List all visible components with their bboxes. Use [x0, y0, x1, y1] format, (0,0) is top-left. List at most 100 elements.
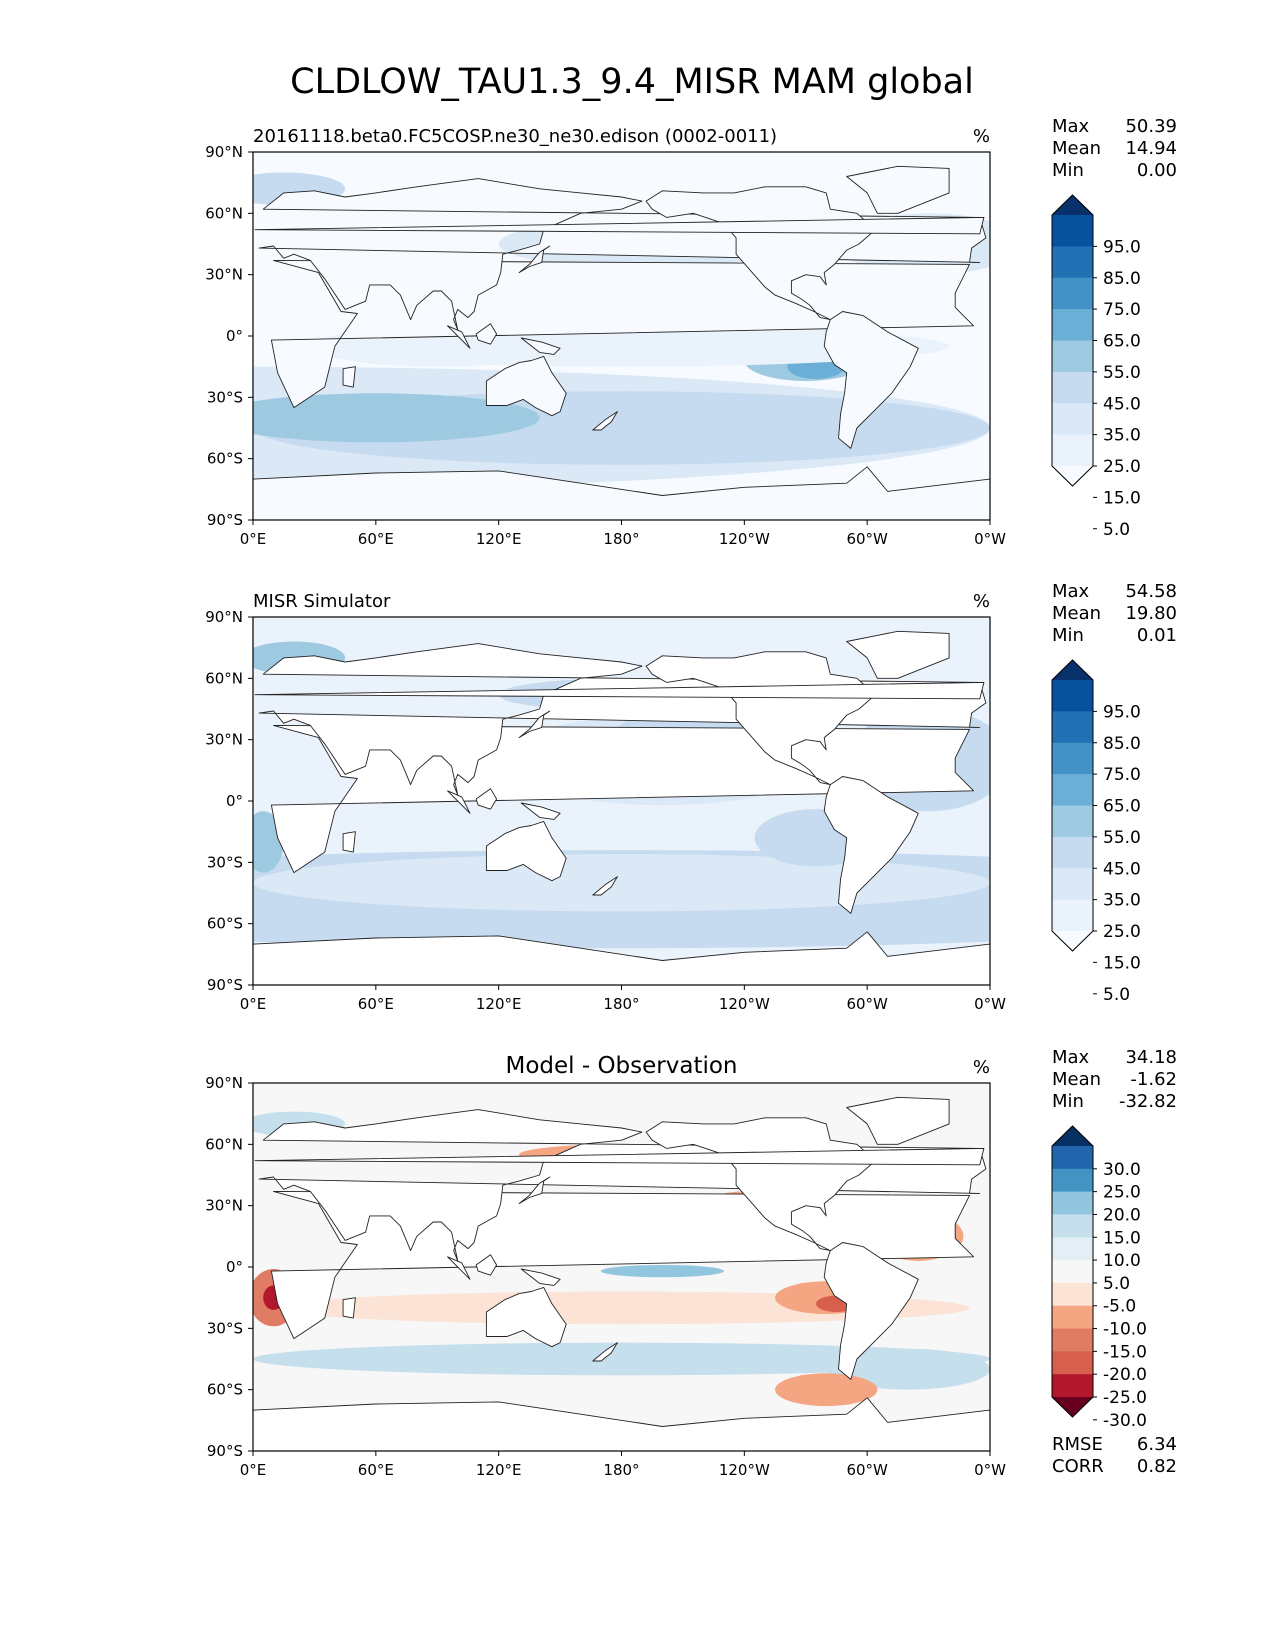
stat-label: Min [1052, 1091, 1084, 1112]
colorbar-swatch [1052, 371, 1093, 404]
y-tick-label: 30°S [207, 388, 243, 406]
colorbar-swatch [1052, 1214, 1093, 1238]
colorbar-swatch [1052, 805, 1093, 838]
coastline [475, 1254, 498, 1276]
y-tick-label: 60°S [207, 450, 243, 468]
x-tick-label: 180° [603, 995, 639, 1013]
x-tick-label: 120°E [476, 530, 522, 548]
colorbar-tick-label: 45.0 [1103, 859, 1141, 879]
stat-label: Max [1052, 1047, 1090, 1068]
x-tick-label: 180° [603, 1461, 639, 1479]
y-tick-label: 60°S [207, 915, 243, 933]
coastline [592, 1342, 618, 1362]
stat-label: Min [1052, 625, 1084, 646]
colorbar-swatch [1052, 680, 1093, 712]
map-area: 0°E 60°E 120°E 180° 120°W 60°W 0°W 90°N 60°N 30°N… [205, 1074, 1006, 1479]
panel-2: MISR Simulator % 0°E 60°E 120°E 180° 120°W 60°W… [205, 581, 1177, 1013]
colorbar-tick-label: 10.0 [1103, 1251, 1141, 1271]
colorbar-extend-top [1052, 195, 1093, 215]
y-tick-label: 30°S [207, 853, 243, 871]
stat-label: Max [1052, 116, 1090, 137]
stat-label: RMSE [1052, 1434, 1103, 1455]
map-area: 0°E 60°E 120°E 180° 120°W 60°W 0°W 90°N 60°N 30°N… [205, 143, 1006, 548]
y-tick-label: 30°S [207, 1319, 243, 1337]
colorbar-swatch [1052, 742, 1093, 775]
y-tick-label: 90°N [205, 1074, 243, 1092]
colorbar-extend-bottom [1052, 466, 1093, 486]
stat-label: Mean [1052, 138, 1101, 159]
x-tick-label: 120°E [476, 995, 522, 1013]
coastline [846, 630, 950, 679]
colorbar: 95.0 85.0 75.0 65.0 55.0 45.0 35.0 25.0 15.0 5.0 [1051, 194, 1141, 540]
colorbar-swatch [1052, 1146, 1093, 1170]
y-tick-label: 60°S [207, 1381, 243, 1399]
coastline [485, 1286, 567, 1348]
coastline [447, 325, 471, 349]
colorbar-swatch [1052, 215, 1093, 247]
colorbar: 30.0 25.020.0 15.0 10.0 5.0 -5.0 -10.0-15.0 -20… [1051, 1125, 1147, 1431]
coastline [846, 1096, 950, 1145]
colorbar-tick-label: 35.0 [1103, 426, 1141, 446]
coastline [342, 1297, 356, 1319]
x-tick-label: 120°W [719, 530, 770, 548]
colorbar-swatch [1052, 1305, 1093, 1330]
x-tick-label: 60°E [358, 530, 394, 548]
colorbar-extend-top [1052, 1126, 1093, 1146]
colorbar-tick-label: 55.0 [1103, 363, 1141, 383]
coastline [475, 323, 498, 345]
colorbar-tick-label: 30.0 [1103, 1160, 1141, 1180]
coastline [520, 802, 561, 820]
colorbar-tick-label: 20.0 [1103, 1205, 1141, 1225]
colorbar-tick-label: -10.0 [1103, 1320, 1147, 1340]
colorbar-swatch [1052, 868, 1093, 901]
colorbar-tick-label: -20.0 [1103, 1365, 1147, 1385]
y-tick-label: 90°S [207, 976, 243, 994]
units-label: % [973, 1057, 990, 1078]
coastline [253, 1397, 990, 1451]
stat-value: 54.58 [1125, 581, 1177, 602]
colorbar-tick-label: 65.0 [1103, 332, 1141, 352]
colorbar-tick-label: 95.0 [1103, 702, 1141, 722]
colorbar-tick-label: 5.0 [1103, 1274, 1130, 1294]
y-tick-label: 30°N [205, 266, 243, 284]
coastline [253, 466, 990, 520]
field-patch [826, 1348, 990, 1390]
colorbar-tick-label: 85.0 [1103, 734, 1141, 754]
colorbar-swatch [1052, 1282, 1093, 1307]
coastline [518, 710, 551, 739]
figure-title: CLDLOW_TAU1.3_9.4_MISR MAM global [290, 62, 974, 102]
colorbar-extend-bottom [1052, 931, 1093, 951]
colorbar-swatch [1052, 340, 1093, 373]
panel-title: Model - Observation [505, 1053, 737, 1079]
units-label: % [973, 591, 990, 612]
colorbar-swatch [1052, 1328, 1093, 1352]
coastline [823, 311, 919, 449]
stat-value: -32.82 [1119, 1091, 1177, 1112]
stat-value: 0.82 [1137, 1456, 1177, 1477]
colorbar-extend-bottom [1052, 1397, 1093, 1417]
stat-label: Mean [1052, 603, 1101, 624]
colorbar-swatch [1052, 899, 1093, 932]
x-tick-label: 0°E [240, 1461, 267, 1479]
colorbar-tick-label: 65.0 [1103, 797, 1141, 817]
coastline [342, 831, 356, 853]
field-patch [253, 854, 990, 912]
colorbar-tick-label: 85.0 [1103, 269, 1141, 289]
coastline [592, 411, 618, 431]
y-tick-label: 60°N [205, 204, 243, 222]
coastline [254, 216, 985, 235]
coastline [846, 165, 950, 214]
x-tick-label: 0°W [974, 995, 1006, 1013]
coastline [823, 776, 919, 914]
coastline [475, 788, 498, 810]
colorbar-swatch [1052, 1374, 1093, 1398]
x-tick-label: 60°W [846, 995, 888, 1013]
panel-title: MISR Simulator [253, 591, 391, 612]
x-tick-label: 0°W [974, 530, 1006, 548]
stat-value: 19.80 [1125, 603, 1177, 624]
colorbar-tick-label: 5.0 [1103, 985, 1130, 1005]
x-tick-label: 60°W [846, 1461, 888, 1479]
coastline [518, 1176, 551, 1205]
coastline [592, 876, 618, 896]
colorbar-tick-label: 55.0 [1103, 828, 1141, 848]
